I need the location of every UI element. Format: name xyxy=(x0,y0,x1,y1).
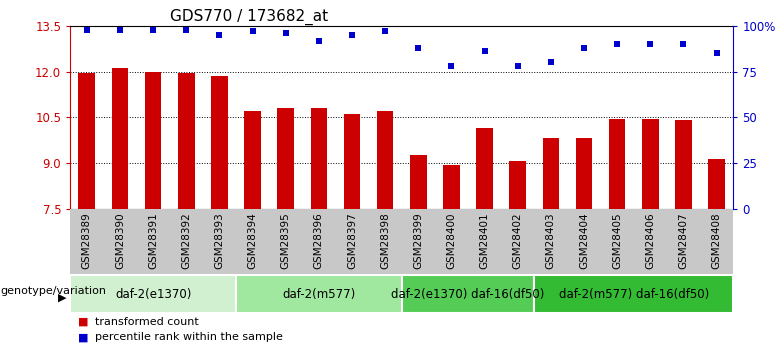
Text: GSM28390: GSM28390 xyxy=(115,212,125,269)
Text: daf-2(m577) daf-16(df50): daf-2(m577) daf-16(df50) xyxy=(558,288,709,300)
Bar xyxy=(377,111,393,209)
Point xyxy=(379,29,392,34)
Text: GSM28404: GSM28404 xyxy=(579,212,589,269)
Text: transformed count: transformed count xyxy=(95,317,199,327)
Text: GSM28397: GSM28397 xyxy=(347,212,357,269)
Bar xyxy=(70,275,236,313)
Text: ■: ■ xyxy=(78,332,88,342)
Point xyxy=(677,41,690,47)
Text: GSM28393: GSM28393 xyxy=(215,212,225,269)
Bar xyxy=(211,76,228,209)
Point xyxy=(180,27,193,32)
Text: GSM28391: GSM28391 xyxy=(148,212,158,269)
Bar xyxy=(443,165,459,209)
Text: GSM28394: GSM28394 xyxy=(247,212,257,269)
Point xyxy=(512,63,524,69)
Bar xyxy=(675,120,692,209)
Bar xyxy=(642,119,658,209)
Point xyxy=(478,49,491,54)
Point xyxy=(544,60,557,65)
Bar xyxy=(477,128,493,209)
Text: GSM28396: GSM28396 xyxy=(314,212,324,269)
Bar xyxy=(543,138,559,209)
Point xyxy=(711,50,723,56)
Bar xyxy=(112,68,128,209)
Text: daf-2(e1370) daf-16(df50): daf-2(e1370) daf-16(df50) xyxy=(392,288,544,300)
Point xyxy=(644,41,657,47)
Bar xyxy=(509,160,526,209)
Bar xyxy=(410,155,427,209)
Bar xyxy=(534,275,733,313)
Text: GSM28403: GSM28403 xyxy=(546,212,556,269)
Text: GSM28398: GSM28398 xyxy=(380,212,390,269)
Point xyxy=(246,29,259,34)
Point xyxy=(611,41,623,47)
Bar xyxy=(79,73,95,209)
Text: ■: ■ xyxy=(78,317,88,327)
Text: percentile rank within the sample: percentile rank within the sample xyxy=(95,332,283,342)
Bar xyxy=(344,114,360,209)
Text: ▶: ▶ xyxy=(58,293,66,303)
Text: daf-2(e1370): daf-2(e1370) xyxy=(115,288,191,300)
Text: genotype/variation: genotype/variation xyxy=(1,286,107,296)
Text: GSM28401: GSM28401 xyxy=(480,212,490,269)
Text: GSM28389: GSM28389 xyxy=(82,212,92,269)
Bar xyxy=(145,72,161,209)
Point xyxy=(114,27,126,32)
Bar xyxy=(576,138,592,209)
Text: GDS770 / 173682_at: GDS770 / 173682_at xyxy=(169,8,328,24)
Bar xyxy=(236,275,402,313)
Text: GSM28406: GSM28406 xyxy=(645,212,655,269)
Text: GSM28400: GSM28400 xyxy=(446,212,456,268)
Text: GSM28402: GSM28402 xyxy=(512,212,523,269)
Text: GSM28408: GSM28408 xyxy=(711,212,722,269)
Point xyxy=(578,45,590,51)
Point xyxy=(147,27,159,32)
Text: daf-2(m577): daf-2(m577) xyxy=(282,288,356,300)
Text: GSM28392: GSM28392 xyxy=(181,212,191,269)
Text: GSM28399: GSM28399 xyxy=(413,212,424,269)
Point xyxy=(445,63,458,69)
Bar xyxy=(244,111,261,209)
Point xyxy=(313,38,325,43)
Point xyxy=(412,45,424,51)
Bar xyxy=(278,108,294,209)
Point xyxy=(346,32,358,38)
Bar xyxy=(708,159,725,209)
Bar xyxy=(609,119,626,209)
Bar xyxy=(178,73,194,209)
Text: GSM28395: GSM28395 xyxy=(281,212,291,269)
Text: GSM28407: GSM28407 xyxy=(679,212,689,269)
Text: GSM28405: GSM28405 xyxy=(612,212,622,269)
Bar xyxy=(402,275,534,313)
Point xyxy=(213,32,225,38)
Point xyxy=(279,30,292,36)
Bar xyxy=(310,108,327,209)
Point xyxy=(80,27,93,32)
